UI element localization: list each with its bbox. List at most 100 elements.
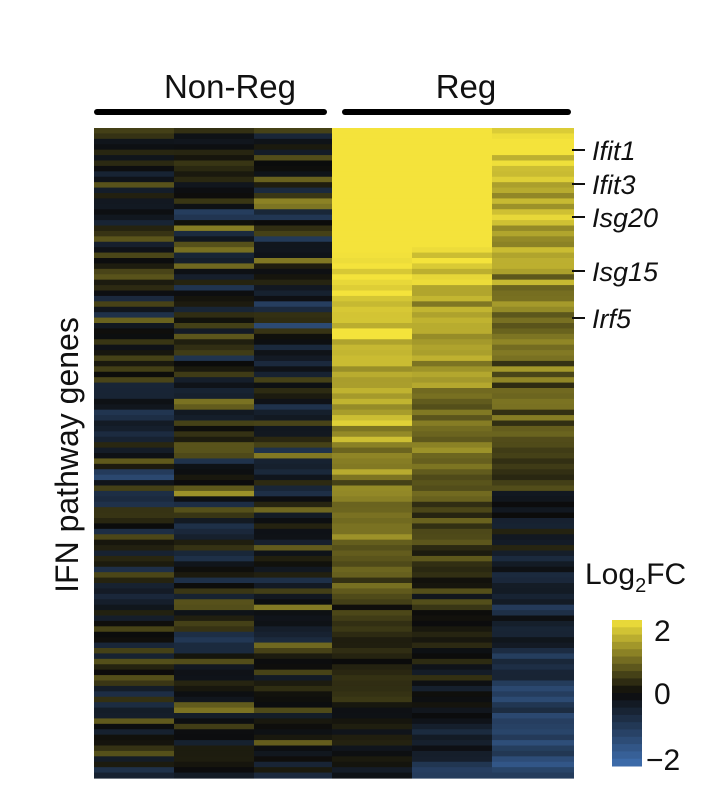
heatmap-cell (254, 214, 332, 221)
heatmap-cell (412, 610, 492, 617)
heatmap-cell (254, 328, 332, 335)
heatmap-cell (94, 474, 174, 481)
heatmap-cell (174, 761, 254, 768)
heatmap-cell (412, 740, 492, 747)
heatmap-cell (412, 360, 492, 367)
heatmap-cell (332, 420, 412, 427)
heatmap-cell (492, 528, 574, 535)
heatmap-cell (412, 501, 492, 508)
heatmap-cell (94, 328, 174, 335)
heatmap-cell (412, 388, 492, 395)
heatmap-cell (412, 658, 492, 665)
heatmap-cell (412, 447, 492, 454)
colorbar-title-suffix: FC (646, 558, 686, 591)
heatmap-cell (412, 295, 492, 302)
heatmap-cell (492, 344, 574, 351)
heatmap-cell (174, 691, 254, 698)
heatmap-cell (332, 268, 412, 275)
heatmap-cell (332, 285, 412, 292)
heatmap-cell (94, 615, 174, 622)
heatmap-cell (412, 371, 492, 378)
heatmap-cell (94, 409, 174, 416)
heatmap-cell (94, 745, 174, 752)
heatmap-cell (174, 610, 254, 617)
heatmap-cell (332, 496, 412, 503)
heatmap-cell (332, 409, 412, 416)
heatmap-cell (174, 675, 254, 682)
heatmap-cell (332, 615, 412, 622)
heatmap-cell (254, 496, 332, 503)
heatmap-cell (254, 317, 332, 324)
heatmap-cell (332, 155, 412, 162)
heatmap-cell (174, 214, 254, 221)
heatmap-cell (94, 707, 174, 714)
heatmap-cell (492, 128, 574, 135)
heatmap-cell (332, 263, 412, 270)
heatmap-cell (254, 474, 332, 481)
heatmap-cell (492, 713, 574, 720)
heatmap-cell (332, 528, 412, 535)
heatmap-cell (174, 653, 254, 660)
heatmap-cell (174, 366, 254, 373)
colorbar-title-subscript: 2 (635, 575, 646, 597)
heatmap-cell (254, 761, 332, 768)
heatmap-cell (174, 642, 254, 649)
heatmap-cell (412, 653, 492, 660)
colorbar-step (612, 736, 642, 745)
heatmap-cell (492, 480, 574, 487)
heatmap-cell (492, 463, 574, 470)
heatmap-cell (412, 176, 492, 183)
heatmap-cell (174, 404, 254, 411)
colorbar-step (612, 685, 642, 694)
heatmap-cell (94, 301, 174, 308)
heatmap-cell (412, 620, 492, 627)
heatmap-cell (492, 534, 574, 541)
heatmap-cell (412, 642, 492, 649)
heatmap-cell (492, 203, 574, 210)
heatmap-cell (412, 750, 492, 757)
heatmap-cell (332, 588, 412, 595)
heatmap-cell (94, 214, 174, 221)
heatmap-cell (492, 312, 574, 319)
heatmap-cell (332, 252, 412, 259)
heatmap-cell (174, 236, 254, 243)
heatmap-cell (412, 182, 492, 189)
heatmap-cell (254, 485, 332, 492)
heatmap-cell (254, 144, 332, 151)
heatmap-cell (254, 203, 332, 210)
heatmap-cell (174, 182, 254, 189)
heatmap-cell (492, 355, 574, 362)
colorbar-title-prefix: Log (585, 558, 635, 591)
heatmap-cell (492, 642, 574, 649)
heatmap-cell (174, 312, 254, 319)
heatmap-cell (254, 128, 332, 135)
colorbar-step (612, 663, 642, 672)
heatmap-cell (254, 463, 332, 470)
heatmap-cell (254, 767, 332, 774)
heatmap-cell (492, 333, 574, 340)
heatmap-cell (254, 691, 332, 698)
heatmap-cell (412, 664, 492, 671)
heatmap-cell (94, 133, 174, 140)
heatmap-cell (412, 675, 492, 682)
heatmap-cell (412, 149, 492, 156)
heatmap-cell (492, 507, 574, 514)
heatmap-cell (94, 425, 174, 432)
heatmap-cell (254, 642, 332, 649)
heatmap-cell (94, 702, 174, 709)
heatmap-cell (94, 593, 174, 600)
heatmap-cell (254, 669, 332, 676)
heatmap-cell (492, 339, 574, 346)
heatmap-cell (254, 658, 332, 665)
heatmap-cell (94, 187, 174, 194)
heatmap-cell (412, 588, 492, 595)
heatmap-cell (332, 165, 412, 172)
heatmap-cell (254, 507, 332, 514)
heatmap-cell (412, 263, 492, 270)
heatmap-cell (254, 182, 332, 189)
heatmap-cell (492, 382, 574, 389)
heatmap-cell (94, 512, 174, 519)
heatmap-cell (332, 463, 412, 470)
heatmap-cell (492, 750, 574, 757)
heatmap-cell (94, 653, 174, 660)
